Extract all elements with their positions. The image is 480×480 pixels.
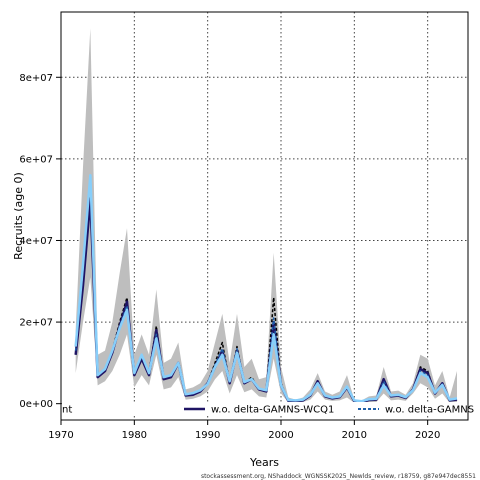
series-line-2: [74, 198, 458, 404]
y-tick-label: 6e+07: [19, 154, 53, 165]
series-lines: [74, 173, 458, 404]
grid: [60, 12, 468, 420]
x-axis: 1970 1980 1990 2000 2010 2020: [48, 420, 440, 441]
series-line-4: [74, 173, 458, 403]
x-axis-title: Years: [249, 456, 279, 469]
y-tick-label: 2e+07: [19, 318, 53, 329]
footer-source: stockassessment.org, NShaddock_WGNSSK202…: [201, 473, 476, 480]
x-tick-label: 2020: [415, 430, 440, 441]
legend-label-3: w.o. delta-GAMNS: [385, 405, 474, 416]
legend: nt w.o. delta-GAMNS-WCQ1 w.o. delta-GAMNS: [62, 402, 474, 416]
confidence-band: [75, 28, 458, 404]
confidence-band-area: [75, 28, 458, 404]
plot-frame: [60, 11, 469, 421]
legend-label-2: w.o. delta-GAMNS-WCQ1: [211, 405, 334, 416]
y-tick-label: 4e+07: [19, 236, 53, 247]
legend-background: [62, 402, 467, 416]
y-axis: 0e+00 2e+07 4e+07 6e+07 8e+07: [19, 73, 61, 410]
y-tick-label: 8e+07: [19, 73, 53, 84]
y-axis-title: Recruits (age 0): [12, 172, 25, 260]
y-tick-label: 0e+00: [19, 399, 53, 410]
x-tick-label: 1990: [195, 430, 220, 441]
x-tick-label: 2010: [342, 430, 367, 441]
legend-label-1: nt: [62, 405, 72, 416]
x-tick-label: 1970: [48, 430, 73, 441]
x-tick-label: 2000: [268, 430, 293, 441]
x-tick-label: 1980: [122, 430, 147, 441]
